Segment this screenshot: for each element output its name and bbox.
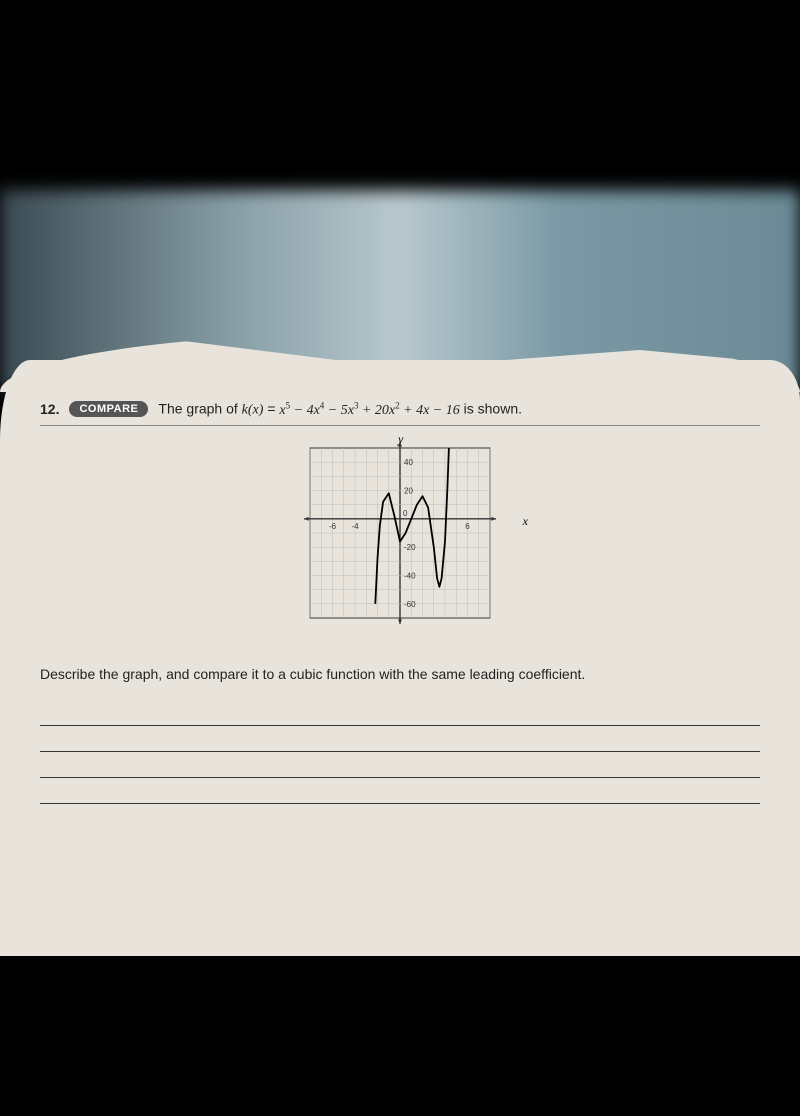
problem-statement: The graph of k(x) = x5 − 4x4 − 5x3 + 20x… xyxy=(158,400,522,419)
answer-line xyxy=(40,752,760,778)
svg-text:0: 0 xyxy=(403,508,408,517)
answer-line xyxy=(40,726,760,752)
x-axis-label: x xyxy=(523,514,528,529)
svg-text:6: 6 xyxy=(465,521,470,530)
svg-text:-4: -4 xyxy=(351,521,359,530)
y-axis-label: y xyxy=(398,432,403,447)
trail-text: is shown. xyxy=(460,401,522,417)
svg-text:20: 20 xyxy=(404,486,413,495)
header-divider xyxy=(40,425,760,426)
svg-text:-6: -6 xyxy=(329,521,337,530)
graph-container: y x -6-462040-20-40-600 xyxy=(40,438,760,638)
textbook-page: 12. COMPARE The graph of k(x) = x5 − 4x4… xyxy=(0,360,800,960)
answer-line xyxy=(40,778,760,804)
svg-text:-60: -60 xyxy=(404,599,416,608)
answer-lines-area xyxy=(40,700,760,804)
function-name: k(x) xyxy=(242,403,264,418)
svg-text:40: 40 xyxy=(404,458,413,467)
problem-number: 12. xyxy=(40,401,59,417)
bottom-black-bar xyxy=(0,956,800,1116)
problem-block: 12. COMPARE The graph of k(x) = x5 − 4x4… xyxy=(40,400,760,804)
svg-text:-20: -20 xyxy=(404,543,416,552)
svg-text:-40: -40 xyxy=(404,571,416,580)
polynomial-graph: -6 -4 6 20 40 -20 -40 -60 0 xyxy=(290,438,510,638)
problem-header: 12. COMPARE The graph of k(x) = x5 − 4x4… xyxy=(40,400,760,419)
compare-badge: COMPARE xyxy=(69,401,148,417)
polynomial: x5 − 4x4 − 5x3 + 20x2 + 4x − 16 xyxy=(279,403,459,418)
question-text: Describe the graph, and compare it to a … xyxy=(40,666,760,682)
equals-sign: = xyxy=(263,401,279,417)
graph-box: y x -6-462040-20-40-600 xyxy=(290,438,510,638)
answer-line xyxy=(40,700,760,726)
lead-text: The graph of xyxy=(158,401,241,417)
